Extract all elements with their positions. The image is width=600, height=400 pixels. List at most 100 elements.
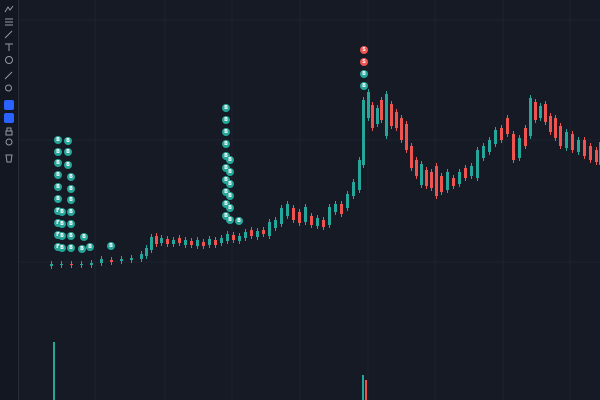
- candle: [202, 242, 205, 246]
- candle: [340, 204, 343, 214]
- buy-label: B: [60, 221, 64, 227]
- candle: [458, 172, 461, 184]
- buy-marker: [67, 244, 75, 252]
- candle: [470, 166, 473, 176]
- buy-label: B: [66, 162, 70, 168]
- candle: [371, 105, 374, 128]
- candle: [140, 254, 143, 259]
- candle: [50, 264, 53, 266]
- tool-stay-drawing[interactable]: [4, 113, 14, 123]
- candle: [380, 100, 383, 120]
- buy-marker: [226, 180, 234, 188]
- candles: [50, 89, 600, 269]
- buy-label: B: [69, 209, 73, 215]
- candle: [464, 168, 467, 178]
- candle: [544, 104, 547, 122]
- buy-label: B: [224, 129, 228, 135]
- candle: [310, 216, 313, 225]
- candle: [256, 231, 259, 237]
- buy-label: B: [224, 153, 228, 159]
- candle: [80, 264, 83, 265]
- tool-visibility[interactable]: [5, 138, 13, 146]
- buy-label: B: [224, 117, 228, 123]
- candle: [577, 140, 580, 152]
- candle: [280, 208, 283, 224]
- candle: [268, 222, 271, 236]
- buy-marker: [67, 220, 75, 228]
- candle: [304, 207, 307, 222]
- buy-marker: [107, 242, 115, 250]
- candle: [358, 160, 361, 190]
- buy-marker: [67, 173, 75, 181]
- sell-marker: [360, 46, 368, 54]
- buy-label: B: [224, 213, 228, 219]
- candle: [60, 264, 63, 265]
- sell-label: S: [362, 47, 366, 53]
- candle: [100, 259, 103, 263]
- tool-zoom[interactable]: [5, 84, 12, 92]
- buy-marker: [222, 140, 230, 148]
- tool-lock[interactable]: [5, 127, 13, 136]
- candle: [190, 241, 193, 245]
- candle: [160, 238, 163, 243]
- tool-ruler[interactable]: [4, 71, 13, 80]
- buy-label: B: [237, 218, 241, 224]
- candle: [452, 178, 455, 186]
- buy-marker: [226, 168, 234, 176]
- candle: [395, 112, 398, 128]
- candle: [400, 118, 403, 140]
- candle: [446, 172, 449, 190]
- candle: [166, 239, 169, 244]
- buy-label: B: [224, 105, 228, 111]
- buy-label: B: [60, 233, 64, 239]
- buy-label: B: [80, 246, 84, 252]
- buy-label: B: [56, 196, 60, 202]
- candle: [250, 230, 253, 236]
- buy-marker: [58, 208, 66, 216]
- buy-label: B: [56, 160, 60, 166]
- buy-label: B: [69, 197, 73, 203]
- candle: [90, 263, 93, 265]
- tool-brush[interactable]: [4, 30, 13, 39]
- buy-marker: [58, 220, 66, 228]
- tool-emoji[interactable]: [5, 56, 13, 64]
- candle: [328, 207, 331, 225]
- candle: [145, 248, 148, 256]
- buy-label: B: [66, 149, 70, 155]
- buy-marker: [58, 244, 66, 252]
- candle: [500, 128, 503, 140]
- candle: [482, 146, 485, 158]
- tool-trend[interactable]: [4, 5, 14, 13]
- candle: [316, 218, 319, 226]
- tool-fib[interactable]: [5, 18, 13, 26]
- candle: [410, 146, 413, 168]
- buy-label: B: [228, 157, 232, 163]
- buy-label: B: [56, 232, 60, 238]
- tool-delete[interactable]: [5, 154, 13, 163]
- candle: [440, 176, 443, 192]
- buy-marker: [67, 208, 75, 216]
- buy-label: B: [56, 172, 60, 178]
- volume: [53, 342, 367, 400]
- buy-marker: [67, 185, 75, 193]
- candle: [232, 235, 235, 240]
- buy-marker: [54, 183, 62, 191]
- tool-text[interactable]: [5, 43, 13, 51]
- buy-marker: [54, 159, 62, 167]
- buy-label: B: [224, 165, 228, 171]
- buy-marker: [64, 161, 72, 169]
- candle: [150, 237, 153, 250]
- buy-label: B: [224, 201, 228, 207]
- buy-marker: [67, 196, 75, 204]
- buy-label: B: [362, 83, 366, 89]
- tool-magnet[interactable]: [4, 100, 14, 110]
- candle: [70, 264, 73, 265]
- candle: [376, 108, 379, 124]
- candle: [362, 100, 365, 165]
- buy-label: B: [56, 220, 60, 226]
- candle: [385, 94, 388, 136]
- buy-marker: [64, 148, 72, 156]
- candle: [494, 130, 497, 144]
- sell-label: S: [362, 59, 366, 65]
